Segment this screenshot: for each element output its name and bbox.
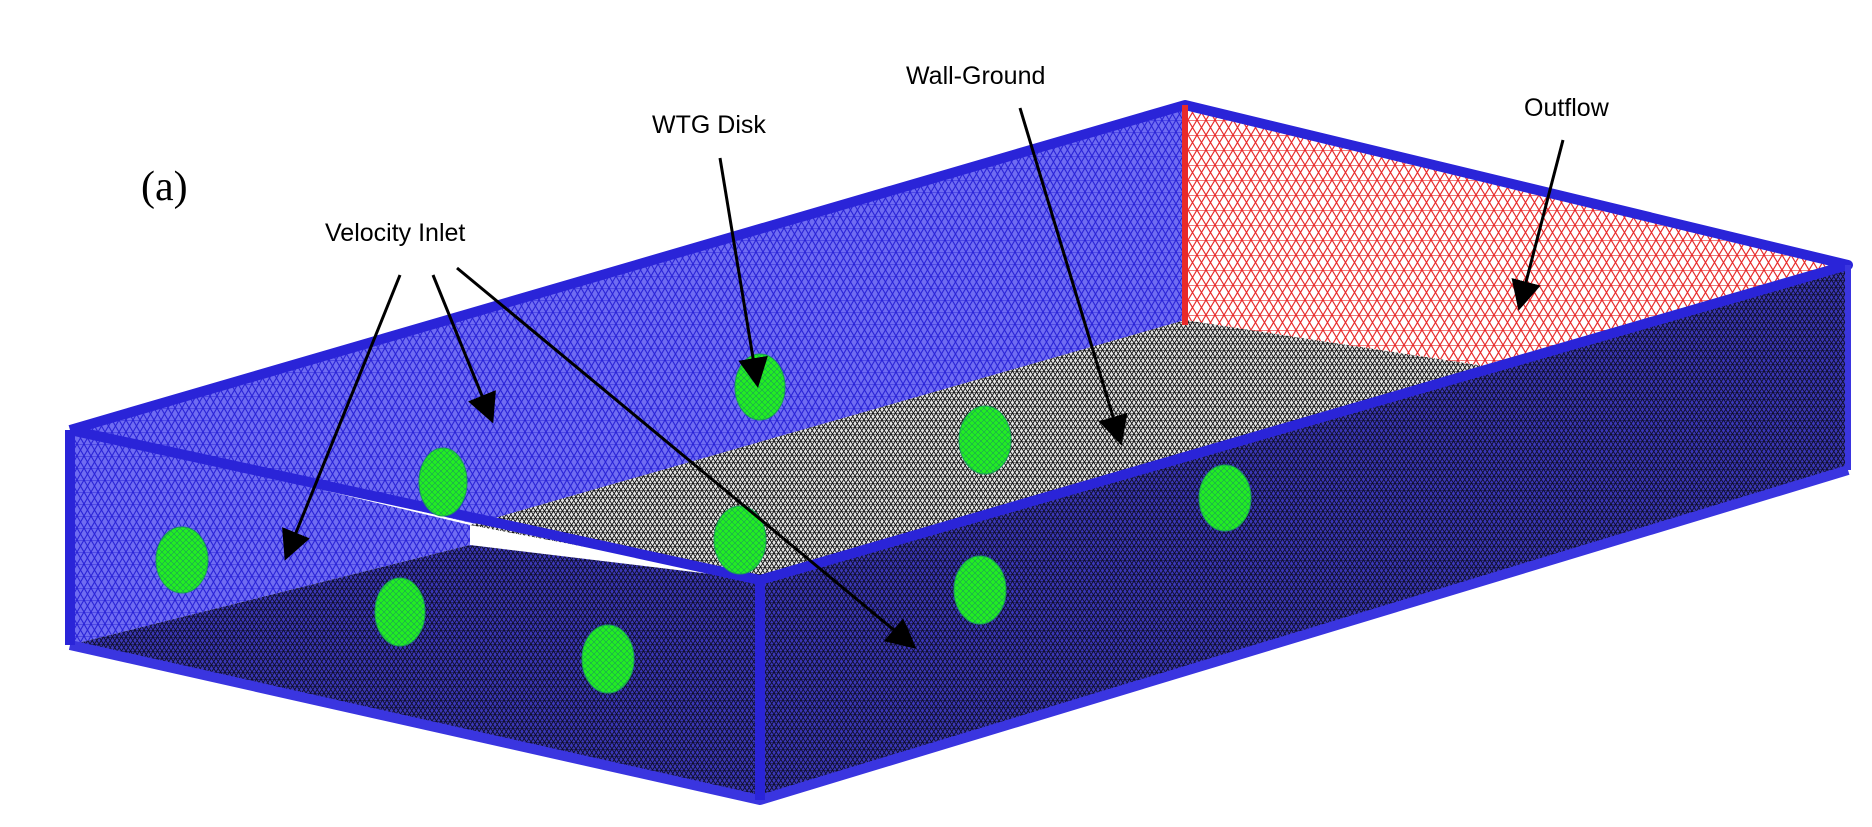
wtg-disk bbox=[958, 405, 1012, 475]
velocity-inlet-arrow-1 bbox=[282, 274, 402, 561]
velocity-inlet-arrow-2 bbox=[431, 274, 496, 424]
wtg-disk bbox=[155, 526, 209, 594]
outflow-arrow bbox=[1511, 139, 1565, 311]
outflow-label: Outflow bbox=[1524, 94, 1610, 122]
wtg-disk bbox=[953, 555, 1007, 625]
wtg-disk bbox=[581, 624, 635, 694]
velocity-inlet-label: Velocity Inlet bbox=[325, 219, 465, 247]
wtg-disk-label: WTG Disk bbox=[652, 111, 766, 139]
wall-ground-arrow bbox=[1018, 107, 1128, 446]
velocity-inlet-arrow-3 bbox=[456, 266, 917, 649]
wtg-disk bbox=[713, 505, 767, 575]
left-inlet-wall-mesh bbox=[70, 430, 470, 645]
wall-ground-label: Wall-Ground bbox=[906, 62, 1045, 90]
wtg-disk bbox=[1198, 464, 1252, 532]
front-left-face-mesh bbox=[70, 545, 760, 800]
wtg-disks bbox=[155, 353, 1252, 694]
annotation-arrows bbox=[282, 107, 1565, 649]
wtg-disk bbox=[374, 577, 426, 647]
wtg-disk bbox=[734, 353, 786, 421]
front-right-face-mesh bbox=[760, 265, 1848, 800]
wtg-disk-arrow bbox=[718, 157, 768, 388]
panel-label: (a) bbox=[141, 164, 188, 210]
back-wall-inlet-mesh bbox=[70, 105, 1185, 525]
wtg-disk bbox=[418, 447, 468, 517]
